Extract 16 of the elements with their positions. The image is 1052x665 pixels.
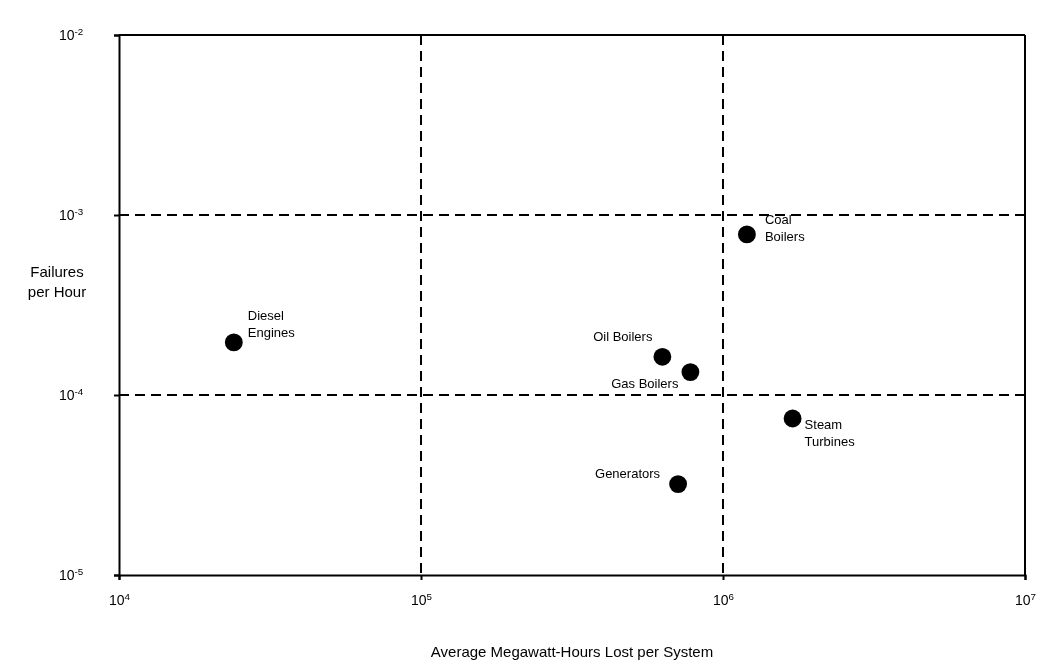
annotation: Coal Boilers — [764, 212, 806, 245]
x-tick-label: 10$^{5}$ — [410, 590, 433, 608]
y-tick-label: 10$^{-3}$ — [59, 205, 84, 224]
annotation: Oil Boilers — [593, 328, 653, 344]
x-tick-label: 10$^{7}$ — [1014, 590, 1037, 608]
y-tick-label: 10$^{-2}$ — [59, 25, 84, 44]
x-axis-title: Average Megawatt-Hours Lost per System — [430, 643, 714, 660]
y-tick-label: 10$^{-5}$ — [59, 565, 84, 584]
annotation: Generators — [595, 466, 661, 482]
y-tick-label: 10$^{-4}$ — [59, 385, 84, 404]
x-tick-label: 10$^{6}$ — [712, 590, 735, 608]
annotation: Steam Turbines — [804, 416, 856, 449]
y-axis-title: Failures per Hour — [27, 263, 87, 300]
x-tick-label: 10$^{4}$ — [108, 590, 131, 608]
annotation: Diesel Engines — [247, 308, 296, 341]
annotation: Gas Boilers — [611, 376, 679, 392]
